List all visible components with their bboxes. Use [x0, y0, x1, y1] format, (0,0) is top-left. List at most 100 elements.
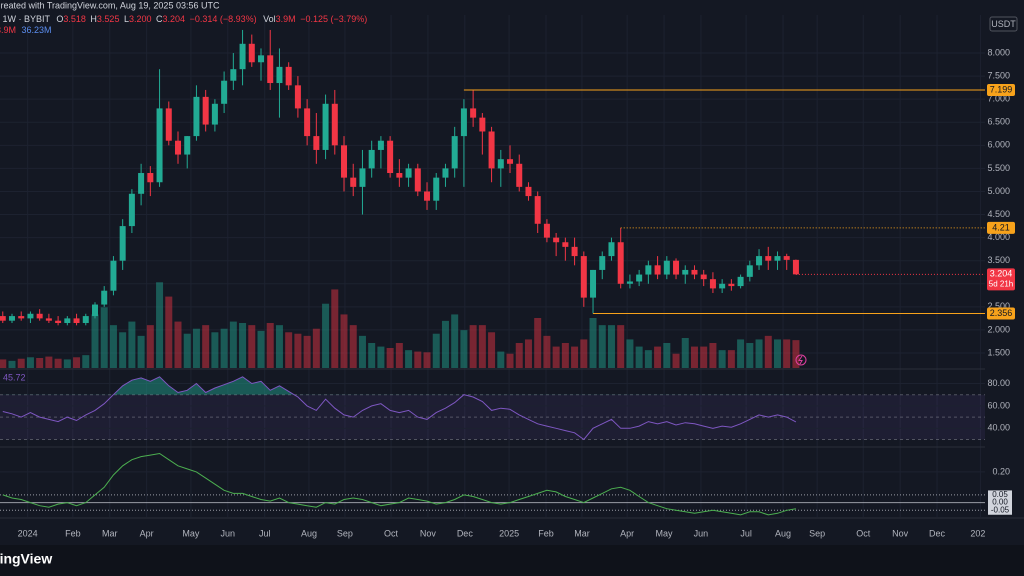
candle-body — [258, 55, 265, 63]
candle-body — [221, 80, 228, 104]
symbol: - 1W · BYBIT — [0, 14, 51, 24]
candle-body — [663, 260, 670, 275]
candle-body — [27, 313, 34, 319]
candle-body — [608, 242, 615, 257]
ohlc-value: 3.525 — [97, 14, 120, 24]
volume-bar — [137, 335, 145, 368]
tick-box — [988, 498, 1012, 508]
volume-bar — [192, 328, 200, 368]
candle-body — [45, 318, 52, 321]
volume-bar — [589, 318, 597, 368]
volume-bar — [543, 335, 551, 368]
volume-bar — [202, 325, 210, 368]
plot: 45.72 — [0, 15, 985, 517]
candle-body — [516, 163, 523, 187]
volume-value: 3.9M — [0, 25, 16, 35]
alert-icon[interactable] — [795, 354, 807, 366]
volume-bar — [663, 343, 671, 368]
candle-body — [599, 256, 606, 270]
candle-body — [756, 256, 763, 266]
candle-body — [304, 108, 311, 137]
candle-body — [497, 159, 504, 169]
x-tick-label: Aug — [775, 528, 791, 538]
candle-body — [184, 136, 191, 155]
x-tick-label: Nov — [892, 528, 909, 538]
candle-body — [626, 281, 633, 284]
x-tick-label: 2026 — [970, 528, 990, 538]
currency-box[interactable] — [989, 16, 1018, 32]
volume-bar — [17, 358, 25, 368]
candle-body — [691, 269, 698, 275]
volume-bar — [432, 333, 440, 368]
volume-bar — [239, 323, 247, 368]
candle-body — [783, 256, 790, 260]
volume-bar — [571, 346, 579, 368]
tick-box — [988, 490, 1012, 500]
x-tick-label: Oct — [384, 528, 399, 538]
volume-bar — [755, 339, 763, 368]
volume-bar — [211, 332, 219, 368]
volume-bar — [626, 339, 634, 368]
last-price-label: 3.204 — [990, 269, 1013, 279]
candle-body — [700, 274, 707, 280]
volume-legend: 3.9M 36.23M — [0, 25, 52, 35]
volume-bar — [82, 355, 90, 368]
candle-body — [746, 265, 753, 277]
candle-body — [728, 283, 735, 287]
candle-body — [433, 177, 440, 201]
candle-body — [673, 260, 680, 275]
volume-bar — [709, 343, 717, 368]
candle-body — [571, 246, 578, 257]
candle-body — [101, 290, 108, 305]
y-tick-label: 4.500 — [987, 209, 1010, 219]
candle-body — [341, 145, 348, 178]
volume-bar — [617, 325, 625, 368]
candle-body — [276, 66, 283, 84]
candle-body — [230, 69, 237, 81]
candle-body — [147, 173, 154, 183]
vol: 3.9M — [276, 14, 296, 24]
ohlc-value: 3.200 — [129, 14, 152, 24]
volume-bar — [414, 351, 422, 368]
x-tick-label: Sep — [337, 528, 353, 538]
candle-body — [396, 173, 403, 178]
candle-body — [359, 168, 366, 187]
level-label: 4.21 — [992, 222, 1010, 232]
volume-bar — [63, 359, 71, 368]
volume-bar — [377, 346, 385, 368]
volume-bar — [654, 346, 662, 368]
volume-bar — [783, 339, 791, 368]
candle-body — [211, 103, 218, 125]
ohlc-value: 3.204 — [163, 14, 186, 24]
candle-body — [562, 242, 569, 247]
volume-bar — [312, 328, 320, 368]
candle-body — [73, 318, 80, 324]
candle-body — [525, 186, 532, 197]
volume-bar — [506, 353, 514, 368]
volume-bar — [690, 346, 698, 368]
candle-body — [138, 173, 145, 194]
candle-body — [156, 108, 163, 183]
candle-body — [368, 149, 375, 169]
currency[interactable]: USDT — [991, 19, 1016, 29]
x-tick-label: Feb — [538, 528, 554, 538]
volume-bar — [128, 321, 136, 368]
candle-body — [387, 140, 394, 174]
countdown: 5d 21h — [989, 279, 1013, 288]
x-tick-label: Jul — [259, 528, 271, 538]
alert-icon — [798, 355, 803, 365]
volume-bar — [524, 339, 532, 368]
candle-body — [8, 316, 15, 321]
volume-bar — [340, 314, 348, 368]
vol-change: −0.125 (−3.79%) — [300, 14, 367, 24]
y-tick-label: 7.000 — [987, 94, 1010, 104]
volume-bar — [607, 325, 615, 368]
volume-bar — [331, 289, 339, 368]
overbought-fill — [2, 376, 796, 395]
volume-bar — [275, 325, 283, 368]
candle-body — [654, 265, 661, 275]
volume-bar — [73, 357, 81, 368]
candle-body — [424, 191, 431, 201]
y-tick-label: 1.500 — [987, 347, 1010, 357]
